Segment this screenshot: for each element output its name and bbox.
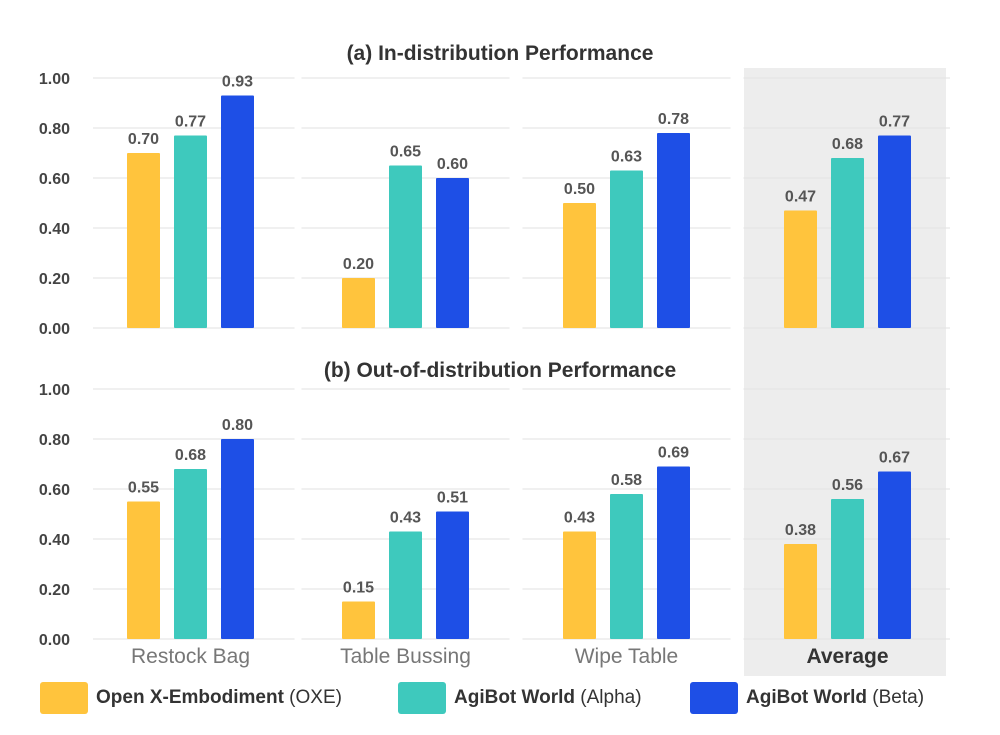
ood-y-tick-label-5: 1.00 (39, 382, 70, 399)
ood-bar-oxe-3 (784, 544, 817, 639)
in-dist-value-label-alpha-3: 0.68 (832, 136, 863, 153)
ood-bar-beta-3 (878, 471, 911, 639)
ood-value-label-alpha-3: 0.56 (832, 477, 863, 494)
ood-value-label-alpha-2: 0.58 (611, 472, 642, 489)
in-dist-value-label-oxe-3: 0.47 (785, 189, 816, 206)
ood-y-tick-label-4: 0.80 (39, 432, 70, 449)
in-dist-y-tick-label-1: 0.20 (39, 271, 70, 288)
legend: Open X-Embodiment (OXE) AgiBot World (Al… (0, 676, 1000, 720)
ood-value-label-beta-0: 0.80 (222, 417, 253, 434)
in-dist-y-tick-label-4: 0.80 (39, 121, 70, 138)
in-dist-value-label-alpha-1: 0.65 (390, 144, 421, 161)
ood-bar-beta-2 (657, 466, 690, 639)
ood-value-label-beta-1: 0.51 (437, 490, 468, 507)
in-dist-bar-beta-1 (436, 178, 469, 328)
in-dist-value-label-beta-3: 0.77 (879, 114, 910, 131)
ood-y-tick-label-3: 0.60 (39, 482, 70, 499)
in-dist-chart-title: (a) In-distribution Performance (347, 42, 654, 65)
category-label-2: Wipe Table (575, 645, 679, 668)
in-dist-value-label-beta-2: 0.78 (658, 111, 689, 128)
in-dist-value-label-oxe-0: 0.70 (128, 131, 159, 148)
ood-value-label-alpha-1: 0.43 (390, 510, 421, 527)
in-dist-bar-beta-0 (221, 95, 254, 328)
legend-label-beta-bold: AgiBot World (746, 687, 868, 708)
ood-bar-alpha-3 (831, 499, 864, 639)
in-dist-bar-oxe-0 (127, 153, 160, 328)
ood-y-tick-label-2: 0.40 (39, 532, 70, 549)
legend-label-alpha-bold: AgiBot World (454, 687, 576, 708)
in-dist-value-label-oxe-1: 0.20 (343, 256, 374, 273)
in-dist-bar-alpha-2 (610, 170, 643, 328)
chart-canvas: 0.00 0.20 0.40 0.60 0.80 1.00 (a) In-distribut… (39, 42, 950, 676)
in-dist-value-label-alpha-0: 0.77 (175, 114, 206, 131)
ood-y-tick-label-0: 0.00 (39, 632, 70, 649)
category-label-1: Table Bussing (340, 645, 471, 668)
in-dist-bar-alpha-0 (174, 135, 207, 328)
ood-bar-oxe-0 (127, 501, 160, 639)
in-dist-value-label-beta-0: 0.93 (222, 74, 253, 91)
in-dist-bar-oxe-3 (784, 210, 817, 328)
ood-value-label-oxe-0: 0.55 (128, 480, 159, 497)
legend-label-alpha-rest: (Alpha) (575, 687, 642, 708)
in-dist-bar-oxe-2 (563, 203, 596, 328)
in-dist-y-tick-label-5: 1.00 (39, 71, 70, 88)
ood-y-tick-label-1: 0.20 (39, 582, 70, 599)
ood-bar-oxe-1 (342, 601, 375, 639)
ood-chart-title: (b) Out-of-distribution Performance (324, 359, 676, 382)
legend-item-alpha: AgiBot World (Alpha) (398, 682, 642, 714)
in-dist-bar-alpha-1 (389, 165, 422, 328)
in-dist-y-tick-label-0: 0.00 (39, 321, 70, 338)
ood-value-label-beta-2: 0.69 (658, 445, 689, 462)
legend-item-beta: AgiBot World (Beta) (690, 682, 924, 714)
in-dist-bar-beta-2 (657, 133, 690, 328)
ood-bar-oxe-2 (563, 531, 596, 639)
in-dist-value-label-beta-1: 0.60 (437, 156, 468, 173)
legend-label-oxe-rest: (OXE) (283, 687, 342, 708)
legend-item-oxe: Open X-Embodiment (OXE) (40, 682, 342, 714)
ood-bar-alpha-2 (610, 494, 643, 639)
legend-swatch-alpha (398, 682, 446, 714)
in-dist-y-tick-label-2: 0.40 (39, 221, 70, 238)
ood-bar-beta-0 (221, 439, 254, 639)
legend-swatch-oxe (40, 682, 88, 714)
category-label-0: Restock Bag (131, 645, 250, 668)
ood-bar-alpha-0 (174, 469, 207, 639)
legend-label-beta-rest: (Beta) (867, 687, 925, 708)
legend-label-oxe-bold: Open X-Embodiment (96, 687, 284, 708)
in-dist-value-label-oxe-2: 0.50 (564, 181, 595, 198)
in-dist-y-tick-label-3: 0.60 (39, 171, 70, 188)
ood-value-label-oxe-2: 0.43 (564, 510, 595, 527)
ood-value-label-oxe-3: 0.38 (785, 522, 816, 539)
ood-value-label-oxe-1: 0.15 (343, 580, 374, 597)
in-dist-bar-oxe-1 (342, 278, 375, 328)
category-label-3: Average (806, 645, 888, 668)
ood-value-label-beta-3: 0.67 (879, 450, 910, 467)
ood-value-label-alpha-0: 0.68 (175, 447, 206, 464)
ood-bar-beta-1 (436, 511, 469, 639)
in-dist-value-label-alpha-2: 0.63 (611, 149, 642, 166)
in-dist-bar-alpha-3 (831, 158, 864, 328)
ood-bar-alpha-1 (389, 531, 422, 639)
legend-swatch-beta (690, 682, 738, 714)
in-dist-bar-beta-3 (878, 135, 911, 328)
